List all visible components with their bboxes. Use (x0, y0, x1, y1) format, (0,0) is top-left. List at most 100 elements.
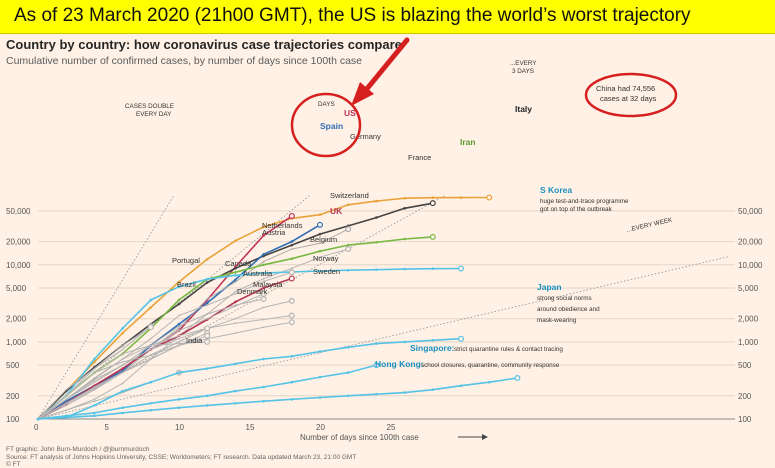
data-point-iran (403, 237, 406, 241)
data-point-australia (65, 402, 68, 405)
label-india: India (186, 336, 203, 345)
data-point-australia (149, 358, 152, 360)
y-tick-label-left: 500 (6, 361, 20, 370)
data-point-canada (65, 398, 68, 401)
end-marker-norway (288, 312, 295, 319)
data-point-s-korea (234, 274, 237, 277)
data-point-s-korea (346, 268, 350, 272)
data-point-malaysia (121, 361, 124, 363)
data-point-china (318, 213, 322, 216)
data-point-japan (318, 350, 322, 353)
data-point-hong-kong (149, 408, 153, 412)
y-tick-label-left: 10,000 (6, 261, 31, 270)
label-japan: Japan (537, 282, 562, 292)
data-point-singapore (177, 398, 181, 401)
data-point-s-korea (93, 357, 96, 361)
label-austria: Austria (262, 228, 286, 237)
data-point-iran (375, 240, 378, 244)
label-italy: Italy (515, 104, 532, 114)
data-point-netherlands (206, 317, 209, 320)
data-point-india (65, 409, 68, 412)
y-tick-label-left: 20,000 (6, 238, 31, 247)
data-point-japan (177, 371, 181, 374)
label-spain: Spain (320, 121, 343, 131)
data-point-norway (178, 334, 180, 337)
data-point-belgium (234, 317, 237, 320)
data-point-germany (290, 248, 293, 250)
end-marker-malaysia (204, 332, 211, 339)
guide-label-3-days-1: ...EVERY (510, 60, 537, 67)
data-point-brazil (121, 344, 124, 347)
data-point-iran (346, 243, 350, 247)
y-tick-label-right: 5,000 (738, 284, 759, 293)
data-point-portugal (121, 348, 124, 351)
highlight-arrow-shaft (363, 37, 410, 93)
label-switzerland: Switzerland (330, 191, 369, 200)
end-marker-iran (429, 233, 436, 240)
data-point-france (262, 277, 265, 280)
guide-doubling-1 (37, 194, 175, 420)
data-point-sweden (262, 326, 265, 329)
data-point-hong-kong (121, 411, 124, 415)
data-point-australia (121, 371, 124, 374)
label-france: France (408, 153, 431, 162)
data-point-japan (431, 338, 435, 342)
data-point-s-korea (262, 271, 265, 275)
data-point-germany (65, 404, 68, 407)
data-point-india (93, 400, 96, 403)
data-point-australia (93, 387, 96, 390)
guide-label-every-day: CASES DOUBLE (125, 103, 174, 110)
y-tick-label-left: 100 (6, 415, 20, 424)
end-marker-denmark (204, 338, 211, 345)
data-point-malaysia (149, 354, 152, 357)
data-point-china (346, 203, 350, 207)
data-point-singapore (121, 406, 124, 410)
data-point-japan (205, 367, 209, 370)
data-point-italy (234, 267, 237, 270)
headline-text: As of 23 March 2020 (21h00 GMT), the US … (14, 5, 691, 26)
data-point-austria (206, 313, 209, 315)
highlight-circle-us (290, 92, 362, 158)
end-marker-belgium (288, 297, 295, 304)
end-marker-s-korea (458, 265, 465, 272)
data-point-china (431, 196, 435, 199)
end-marker-uk (288, 275, 295, 282)
data-point-germany (178, 327, 180, 330)
label-iran: Iran (460, 137, 476, 147)
end-marker-italy (429, 200, 436, 207)
label-brazil: Brazil (177, 280, 196, 289)
data-point-iran (234, 270, 237, 274)
x-tick-label: 0 (34, 423, 39, 432)
series-line-japan (37, 337, 462, 420)
data-point-japan (290, 355, 294, 358)
data-point-hong-kong (36, 417, 40, 421)
data-point-iran (177, 298, 181, 302)
data-point-france (290, 267, 293, 270)
label-huge-test-and-trace-programme: huge test-and-trace programme (540, 198, 629, 205)
data-point-norway (121, 358, 124, 360)
highlight-circle-china (584, 72, 678, 118)
data-point-germany (93, 388, 96, 391)
data-point-spain (64, 399, 68, 403)
data-point-china (234, 239, 237, 243)
data-point-brazil (93, 367, 96, 370)
label-s-korea: S Korea (540, 185, 572, 195)
data-point-austria (234, 304, 237, 307)
label-cases-at-32-days: cases at 32 days (600, 94, 657, 103)
data-point-singapore (290, 380, 294, 384)
data-point-italy (403, 207, 406, 210)
label-malaysia: Malaysia (253, 280, 283, 289)
data-point-switzerland (262, 280, 265, 283)
data-point-china (375, 199, 378, 203)
footer-copyright: © FT (6, 461, 21, 468)
gridlines (38, 210, 735, 420)
end-marker-sweden (288, 319, 295, 326)
data-point-spain (205, 301, 209, 305)
data-point-hong-kong (205, 404, 209, 407)
data-point-spain (234, 278, 237, 282)
data-point-s-korea (205, 277, 209, 281)
data-point-denmark (178, 342, 180, 345)
label-netherlands: Netherlands (262, 221, 303, 230)
data-point-italy (177, 302, 181, 306)
x-tick-label: 5 (105, 423, 110, 432)
